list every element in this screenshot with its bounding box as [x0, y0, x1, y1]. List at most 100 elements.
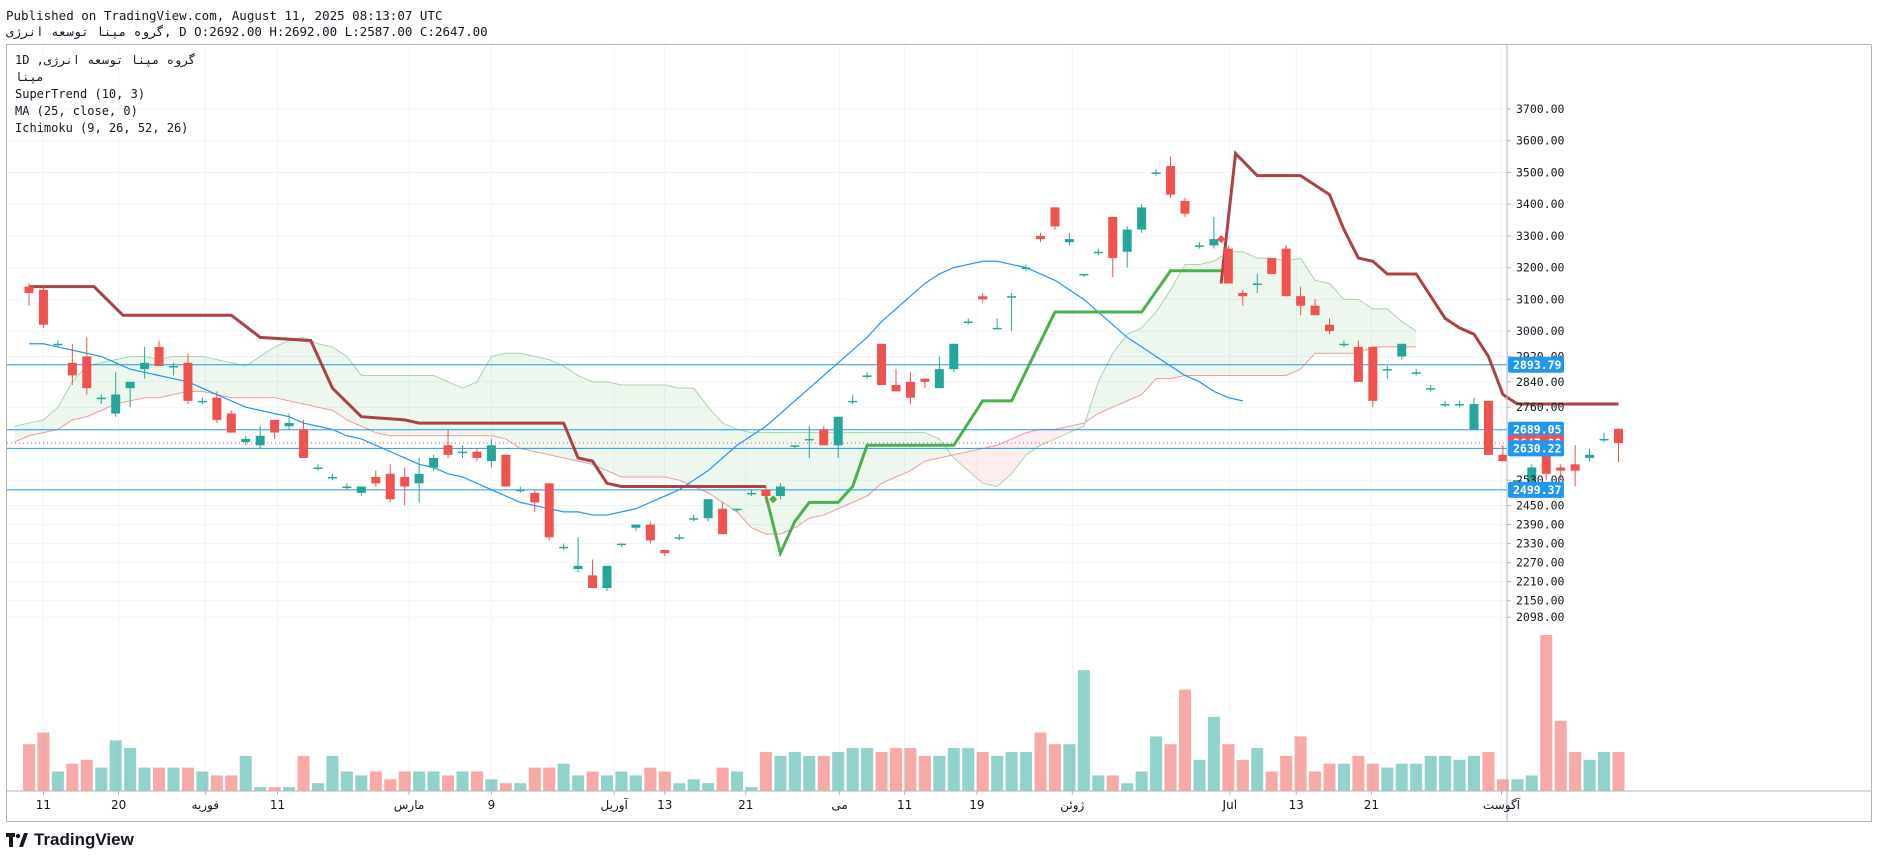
volume-bar: [254, 787, 267, 791]
candle-body: [429, 457, 439, 468]
candle: [1339, 340, 1349, 347]
y-tick-label: 2270.00: [1516, 556, 1565, 570]
candle-body: [963, 321, 973, 324]
candle-body: [1079, 273, 1089, 276]
candle-body: [400, 477, 410, 487]
cloud-segment: [346, 356, 362, 427]
volume-bar: [1569, 752, 1582, 791]
cloud-segment: [534, 356, 550, 455]
candle-body: [1122, 229, 1132, 252]
candlestick-chart[interactable]: 3700.00 3600.00 3500.00 3400.00 3300.00 3200.…: [7, 45, 1871, 821]
cloud-segment: [1170, 264, 1185, 379]
volume-bar: [23, 744, 35, 791]
x-tick-label: آگوست: [1483, 797, 1521, 813]
candle-body: [1426, 388, 1436, 390]
candle: [530, 489, 540, 512]
cloud-segment: [462, 381, 477, 436]
candle: [1426, 385, 1436, 392]
supertrend-line: [29, 150, 1619, 558]
candle-body: [169, 365, 178, 368]
cloud-segment: [419, 375, 434, 436]
candle-body: [1050, 207, 1060, 227]
cloud-segment: [1011, 432, 1027, 474]
candle-body: [255, 435, 265, 446]
volume-bar: [702, 783, 715, 791]
candle-body: [848, 400, 858, 403]
candle: [327, 473, 337, 481]
candle: [1281, 245, 1291, 297]
candle: [588, 559, 598, 589]
candle-body: [1093, 251, 1103, 254]
candle-body: [689, 518, 699, 520]
volume-bar: [51, 771, 64, 791]
cloud-segment: [1300, 258, 1316, 370]
candle-body: [631, 524, 641, 528]
x-tick-label: 21: [1364, 798, 1379, 812]
volume-bar: [1150, 736, 1163, 791]
candle: [1382, 365, 1392, 379]
volume-bar: [1424, 755, 1437, 791]
y-tick-label: 2330.00: [1516, 537, 1565, 551]
y-tick-label: 3200.00: [1516, 261, 1565, 275]
candle: [891, 369, 901, 392]
cloud-segment: [1315, 280, 1330, 354]
candle: [299, 419, 309, 458]
candle: [501, 454, 511, 487]
volume-bar: [875, 752, 888, 791]
candle: [949, 343, 959, 373]
candle: [1064, 232, 1074, 246]
candle: [905, 372, 915, 405]
cloud-segment: [1141, 312, 1157, 395]
volume-bar: [846, 748, 859, 791]
candle: [1079, 273, 1089, 278]
cloud-segment: [29, 419, 44, 436]
candle-body: [1556, 467, 1566, 471]
cloud-segment: [780, 432, 795, 535]
candle-body: [645, 524, 655, 541]
volume-bar: [1511, 779, 1524, 791]
candle-body: [140, 362, 150, 370]
candle: [1325, 318, 1334, 335]
candle: [255, 426, 265, 449]
candle: [920, 378, 930, 389]
supertrend-segment: [764, 269, 1222, 558]
candle-body: [284, 423, 294, 427]
candle-body: [111, 394, 121, 414]
y-tick-label: 2840.00: [1516, 375, 1565, 389]
candle-body: [1137, 207, 1147, 230]
chart-frame[interactable]: 3700.00 3600.00 3500.00 3400.00 3300.00 3200.…: [6, 44, 1872, 822]
candle-body: [790, 445, 800, 447]
candle: [356, 486, 366, 497]
cloud-segment: [1372, 308, 1388, 347]
candle-body: [1469, 404, 1479, 430]
volume-bar: [1381, 767, 1394, 791]
volume-bar: [572, 775, 585, 791]
candle-body: [313, 467, 323, 469]
tradingview-logo[interactable]: TradingView: [6, 828, 134, 852]
candle-body: [862, 375, 872, 377]
x-tick-label: 19: [969, 798, 984, 812]
candle: [747, 489, 756, 497]
published-info: Published on TradingView.com, August 11,…: [6, 8, 443, 23]
candle-body: [197, 400, 207, 403]
volume-bar: [716, 767, 729, 791]
volume-bar: [1077, 670, 1090, 791]
volume-bar: [167, 767, 180, 791]
candle: [1353, 340, 1363, 382]
candle-body: [544, 483, 554, 538]
volume-bar: [731, 771, 744, 791]
price-tag-bg: [1508, 440, 1564, 457]
candle: [718, 502, 728, 535]
y-tick-label: 3000.00: [1516, 324, 1565, 338]
candle: [226, 410, 236, 433]
candle-body: [992, 327, 1002, 330]
candle: [1209, 216, 1219, 249]
price-tag-bg: [1508, 481, 1564, 498]
cloud-segment: [635, 385, 651, 477]
cloud-segment: [274, 340, 290, 401]
volume-bar: [1251, 748, 1264, 791]
candle-body: [602, 565, 612, 589]
y-tick-label: 2150.00: [1516, 594, 1565, 608]
buy-marker: [769, 495, 778, 504]
volume-bars: [23, 635, 1625, 791]
